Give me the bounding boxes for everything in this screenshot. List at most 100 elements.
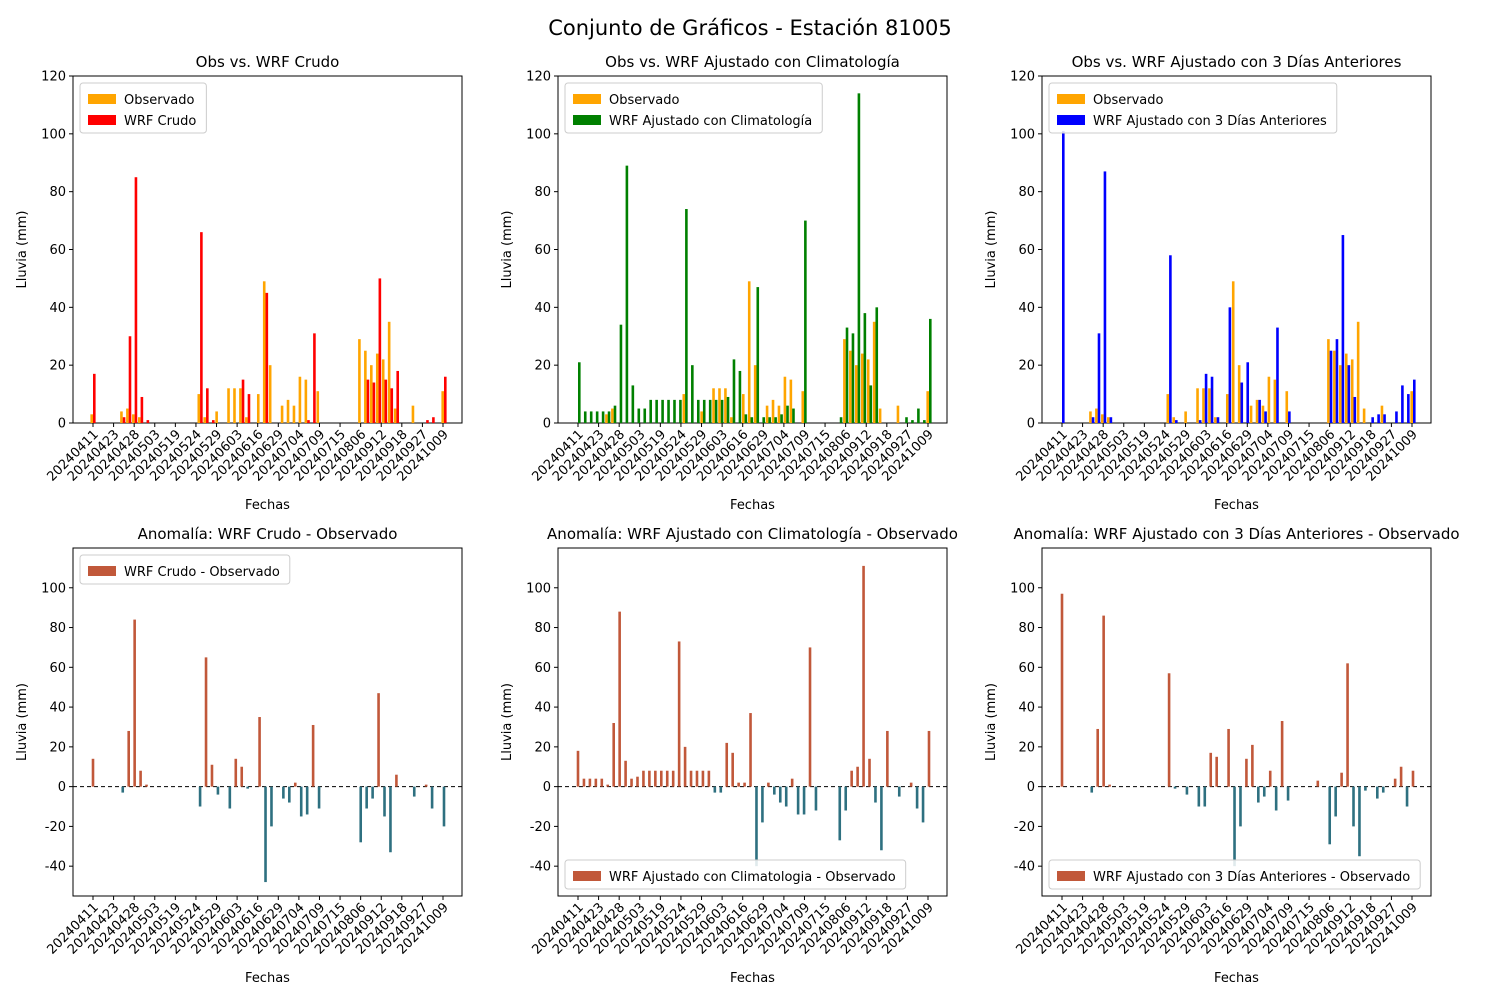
bar xyxy=(1262,786,1266,797)
bar xyxy=(612,722,615,787)
bar xyxy=(1095,408,1098,423)
bar xyxy=(700,411,703,423)
chart-title: Anomalía: WRF Crudo - Observado xyxy=(138,525,398,543)
bar xyxy=(917,408,920,423)
bar xyxy=(1258,399,1261,423)
legend-label: Observado xyxy=(124,93,195,108)
bar xyxy=(370,365,373,423)
bar xyxy=(659,770,663,787)
axes-frame xyxy=(72,547,463,897)
bar xyxy=(1090,786,1094,793)
bar xyxy=(808,647,812,787)
bar xyxy=(93,373,96,423)
bar xyxy=(677,641,681,787)
bar xyxy=(839,417,843,423)
bar xyxy=(1273,379,1277,423)
legend-swatch xyxy=(88,566,116,576)
bar xyxy=(755,786,758,867)
bar xyxy=(926,391,929,423)
bar xyxy=(359,786,363,843)
bar xyxy=(298,376,302,423)
bar xyxy=(1341,235,1345,423)
bar xyxy=(868,758,871,787)
bar xyxy=(122,417,126,423)
bar xyxy=(393,408,397,423)
bar xyxy=(784,786,788,807)
bar xyxy=(1172,417,1176,423)
legend: Observado WRF Ajustado con Climatología xyxy=(564,82,823,134)
y-tick-label: 60 xyxy=(1018,243,1035,258)
bar xyxy=(1184,411,1187,423)
x-axis-label: Fechas xyxy=(1214,498,1259,513)
bar xyxy=(1362,408,1366,423)
bar xyxy=(845,327,849,423)
y-tick-label: -20 xyxy=(1014,820,1035,835)
bar xyxy=(430,786,434,809)
bar xyxy=(857,93,861,423)
bar xyxy=(1410,391,1413,423)
bar xyxy=(661,399,664,423)
bar xyxy=(1328,786,1332,845)
bar xyxy=(731,752,734,787)
bar xyxy=(241,379,245,423)
bar xyxy=(1062,130,1065,424)
bar xyxy=(1231,281,1235,423)
y-tick-label: 40 xyxy=(49,701,66,716)
bar xyxy=(701,770,705,787)
bar xyxy=(1285,391,1289,423)
bar xyxy=(134,177,138,423)
bar xyxy=(395,774,398,787)
bar xyxy=(128,336,132,423)
bar xyxy=(726,396,730,423)
bar xyxy=(637,408,641,423)
bar xyxy=(1335,339,1339,423)
legend-label: WRF Crudo xyxy=(124,114,196,129)
bar xyxy=(611,408,614,423)
bar xyxy=(1175,420,1178,423)
bar xyxy=(91,758,95,787)
bar xyxy=(384,379,388,423)
bar xyxy=(1264,411,1267,423)
bar xyxy=(211,420,215,423)
bar xyxy=(860,353,864,423)
bar xyxy=(753,365,757,423)
x-axis-label: Fechas xyxy=(245,971,290,986)
bar xyxy=(905,417,908,423)
legend-frame xyxy=(79,554,291,585)
bar xyxy=(1411,770,1415,787)
bar xyxy=(1233,786,1236,867)
legend-swatch xyxy=(88,115,116,125)
y-tick-label: 80 xyxy=(534,185,551,200)
bar xyxy=(1101,414,1104,423)
bar xyxy=(258,717,261,787)
legend-swatch xyxy=(1057,871,1085,881)
y-tick-label: 60 xyxy=(49,243,66,258)
legend-label: WRF Ajustado con Climatologia - Observad… xyxy=(609,870,896,885)
y-axis-label: Lluvia (mm) xyxy=(15,211,30,289)
bar xyxy=(233,388,236,423)
bar xyxy=(1209,752,1213,787)
chart-title: Anomalía: WRF Ajustado con 3 Días Anteri… xyxy=(1013,525,1459,543)
bar xyxy=(1208,388,1211,423)
bar xyxy=(691,365,694,423)
bar xyxy=(311,724,315,787)
bar xyxy=(127,730,130,787)
bar xyxy=(911,420,914,423)
bar xyxy=(126,408,129,423)
bar xyxy=(1268,770,1272,787)
bar xyxy=(139,770,142,787)
bar xyxy=(1251,744,1254,787)
bar xyxy=(1215,756,1218,787)
legend-frame xyxy=(564,859,907,890)
bar xyxy=(624,760,627,787)
bar xyxy=(594,778,598,787)
bar xyxy=(299,786,303,817)
bar xyxy=(927,730,931,787)
legend-label: WRF Ajustado con 3 Días Anteriores - Obs… xyxy=(1093,870,1410,885)
legend: WRF Ajustado con 3 Días Anteriores - Obs… xyxy=(1048,859,1421,890)
bar xyxy=(600,778,604,787)
bar xyxy=(929,318,932,423)
